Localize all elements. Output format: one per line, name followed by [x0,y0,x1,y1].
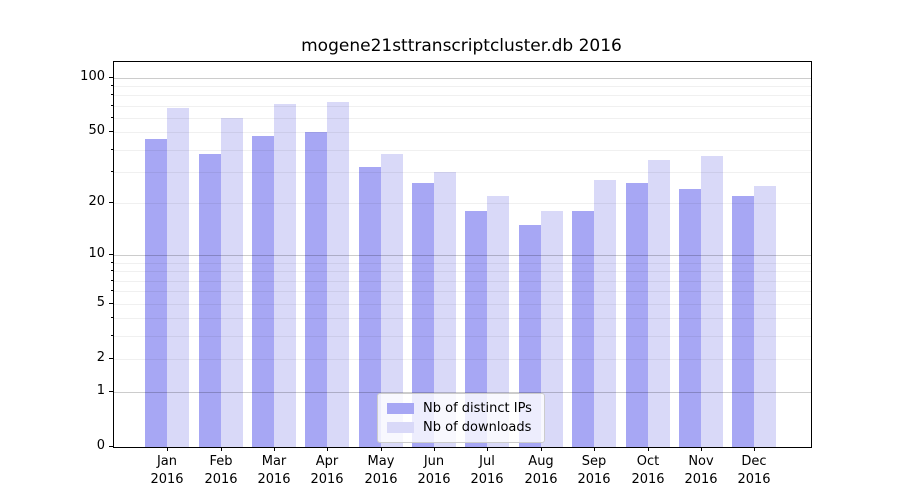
bar-distinct-ips [518,225,541,447]
bar-distinct-ips [252,135,275,447]
bar-downloads [487,196,510,447]
bar-distinct-ips [625,183,648,447]
minor-gridline [114,281,811,282]
legend-swatch-distinct-ips [387,403,414,414]
bar-distinct-ips [732,196,755,447]
y-axis-tick-label: 100 [80,69,105,84]
bars-layer [114,62,811,447]
minor-gridline [114,203,811,204]
y-axis-tick-label: 10 [88,246,105,261]
x-axis-tick-label: Jun 2016 [417,454,451,487]
x-axis-tick-label: Oct 2016 [631,454,665,487]
bar-downloads [327,101,350,447]
legend: Nb of distinct IPs Nb of downloads [377,393,545,443]
x-axis-tick-label: Dec 2016 [737,454,771,487]
x-axis-tick-label: Aug 2016 [524,454,558,487]
bar-distinct-ips [305,132,328,447]
x-axis-tick-label: Apr 2016 [310,454,344,487]
bar-downloads [594,180,617,447]
major-gridline [114,78,811,79]
y-axis-tick-label: 1 [96,383,105,398]
x-axis-tick-label: Jul 2016 [470,454,504,487]
bar-downloads [754,186,777,447]
bar-distinct-ips [358,167,381,447]
y-axis-tick-label: 0 [96,438,105,453]
minor-gridline [114,271,811,272]
minor-gridline [114,304,811,305]
major-gridline [114,392,811,393]
x-axis-tick-label: Mar 2016 [257,454,291,487]
minor-gridline [114,318,811,319]
minor-gridline [114,263,811,264]
bar-distinct-ips [145,138,168,447]
bar-downloads [434,172,457,447]
bar-distinct-ips [412,183,435,447]
bar-downloads [540,211,563,447]
y-axis-tick-label: 50 [88,123,105,138]
bar-distinct-ips [678,189,701,447]
major-gridline [114,255,811,256]
legend-label-distinct-ips: Nb of distinct IPs [423,401,532,416]
legend-item-downloads: Nb of downloads [387,418,535,437]
plot-area: Nb of distinct IPs Nb of downloads [113,61,812,448]
minor-gridline [114,150,811,151]
minor-gridline [114,336,811,337]
bar-downloads [167,108,190,447]
legend-item-distinct-ips: Nb of distinct IPs [387,399,535,418]
y-axis-tick-label: 5 [96,295,105,310]
x-axis-tick-label: Jan 2016 [150,454,184,487]
x-axis-tick-label: Feb 2016 [204,454,238,487]
legend-label-downloads: Nb of downloads [423,420,532,435]
minor-gridline [114,172,811,173]
bar-downloads [700,155,723,447]
chart-title: mogene21sttranscriptcluster.db 2016 [301,36,622,56]
bar-distinct-ips [465,211,488,447]
y-axis-tick-label: 20 [88,194,105,209]
gridlines-layer [114,62,811,447]
legend-swatch-downloads [387,422,414,433]
bar-distinct-ips [198,153,221,447]
minor-gridline [114,86,811,87]
x-axis-tick-label: Nov 2016 [684,454,718,487]
x-axis-tick-label: May 2016 [364,454,398,487]
bar-downloads [380,153,403,447]
minor-gridline [114,291,811,292]
y-axis-tick-label: 2 [96,350,105,365]
minor-gridline [114,132,811,133]
x-axis-tick-label: Sep 2016 [577,454,611,487]
minor-gridline [114,106,811,107]
bar-distinct-ips [572,211,595,447]
minor-gridline [114,95,811,96]
minor-gridline [114,359,811,360]
bar-downloads [274,103,297,447]
minor-gridline [114,118,811,119]
bar-downloads [220,118,243,447]
bar-downloads [647,160,670,447]
